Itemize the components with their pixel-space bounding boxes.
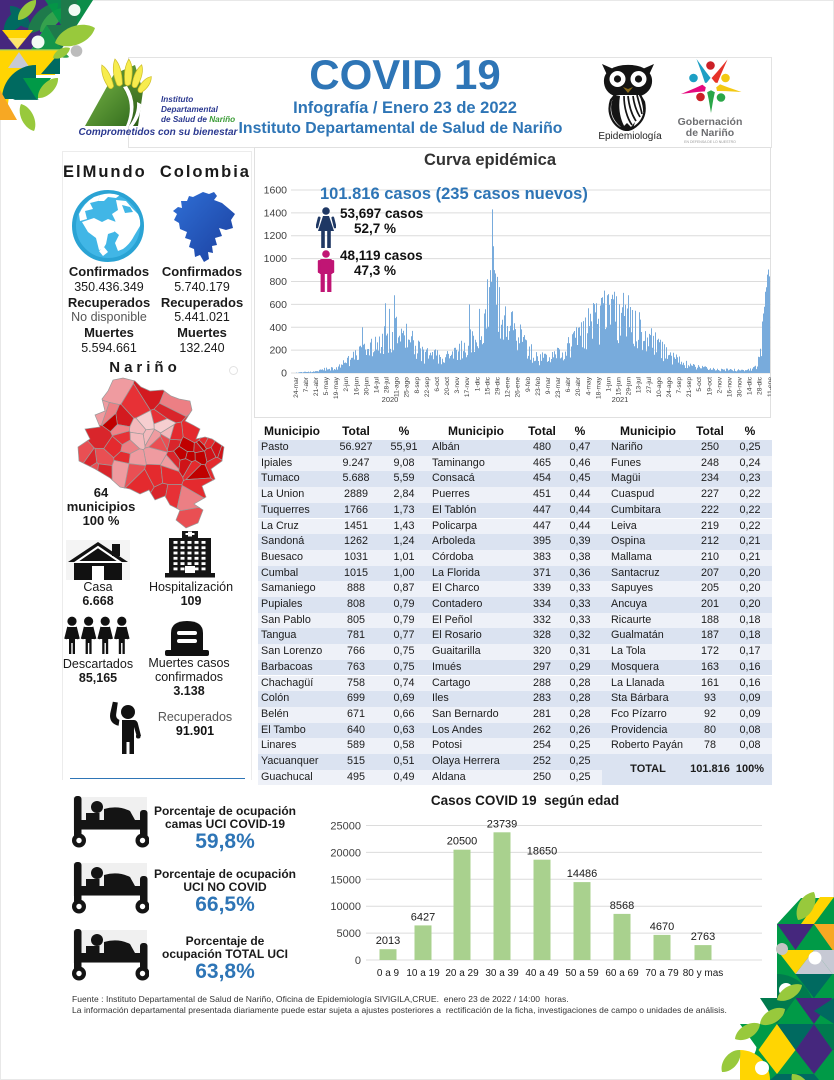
svg-text:25000: 25000 bbox=[330, 821, 361, 833]
svg-text:80 y mas: 80 y mas bbox=[683, 968, 724, 979]
svg-text:18650: 18650 bbox=[527, 846, 558, 858]
svg-text:21-abr: 21-abr bbox=[313, 376, 320, 396]
svg-text:400: 400 bbox=[269, 322, 287, 334]
svg-text:13-jul: 13-jul bbox=[636, 376, 643, 393]
svg-text:600: 600 bbox=[269, 299, 287, 311]
svg-text:23739: 23739 bbox=[487, 818, 518, 830]
svg-text:2763: 2763 bbox=[691, 931, 715, 943]
svg-text:50 a 59: 50 a 59 bbox=[565, 968, 599, 979]
svg-text:0: 0 bbox=[281, 368, 287, 380]
svg-text:15000: 15000 bbox=[330, 874, 361, 886]
svg-text:3-nov: 3-nov bbox=[454, 376, 461, 393]
svg-text:18-may: 18-may bbox=[595, 376, 602, 399]
svg-text:28-dic: 28-dic bbox=[757, 376, 764, 395]
svg-text:20-oct: 20-oct bbox=[444, 377, 451, 395]
svg-text:Instituto: Instituto bbox=[161, 95, 193, 104]
svg-text:22-sep: 22-sep bbox=[424, 377, 431, 397]
svg-text:60 a 69: 60 a 69 bbox=[605, 968, 639, 979]
svg-text:10-ago: 10-ago bbox=[656, 377, 663, 398]
svg-text:14-dic: 14-dic bbox=[747, 376, 754, 395]
svg-text:2-nov: 2-nov bbox=[716, 376, 723, 393]
svg-text:6-oct: 6-oct bbox=[434, 377, 441, 392]
svg-text:26-ene: 26-ene bbox=[515, 377, 522, 398]
svg-text:2013: 2013 bbox=[376, 935, 400, 947]
svg-text:16-jun: 16-jun bbox=[353, 377, 360, 396]
svg-text:8568: 8568 bbox=[610, 900, 634, 912]
svg-text:8-sep: 8-sep bbox=[414, 377, 421, 394]
svg-text:4670: 4670 bbox=[650, 921, 674, 933]
svg-text:11-ago: 11-ago bbox=[394, 377, 401, 397]
svg-text:5-oct: 5-oct bbox=[696, 377, 703, 392]
svg-text:1-dic: 1-dic bbox=[474, 376, 481, 391]
svg-text:10000: 10000 bbox=[330, 901, 361, 913]
svg-text:Departamental: Departamental bbox=[161, 105, 219, 114]
svg-text:14-jul: 14-jul bbox=[373, 376, 380, 393]
svg-text:70 a 79: 70 a 79 bbox=[645, 968, 679, 979]
svg-text:800: 800 bbox=[269, 276, 287, 288]
svg-text:5000: 5000 bbox=[337, 928, 361, 940]
svg-text:19-may: 19-may bbox=[333, 376, 340, 399]
svg-text:29-jun: 29-jun bbox=[626, 377, 633, 396]
svg-text:7-abr: 7-abr bbox=[303, 376, 310, 392]
svg-text:30 a 39: 30 a 39 bbox=[485, 968, 519, 979]
svg-text:25-ago: 25-ago bbox=[404, 377, 411, 398]
svg-text:0: 0 bbox=[355, 955, 361, 967]
svg-text:11-ene: 11-ene bbox=[767, 377, 771, 397]
svg-text:29-dic: 29-dic bbox=[494, 376, 501, 395]
svg-text:1-jun: 1-jun bbox=[605, 377, 612, 392]
svg-text:21-sep: 21-sep bbox=[686, 377, 693, 397]
svg-text:7-sep: 7-sep bbox=[676, 377, 683, 394]
svg-text:14486: 14486 bbox=[567, 868, 598, 880]
svg-text:5-may: 5-may bbox=[323, 376, 330, 395]
svg-text:12-ene: 12-ene bbox=[505, 377, 512, 398]
svg-text:23-mar: 23-mar bbox=[555, 376, 562, 398]
svg-text:15-jun: 15-jun bbox=[615, 377, 622, 396]
svg-text:6427: 6427 bbox=[411, 911, 435, 923]
svg-text:2-jun: 2-jun bbox=[343, 377, 350, 392]
svg-text:24-ago: 24-ago bbox=[666, 377, 673, 398]
svg-text:20500: 20500 bbox=[447, 836, 478, 848]
svg-text:40 a 49: 40 a 49 bbox=[525, 968, 559, 979]
svg-text:20-abr: 20-abr bbox=[575, 376, 582, 396]
svg-text:28-jul: 28-jul bbox=[384, 376, 391, 393]
svg-text:23-feb: 23-feb bbox=[535, 377, 542, 396]
svg-text:30-nov: 30-nov bbox=[736, 376, 743, 397]
svg-text:4-may: 4-may bbox=[585, 376, 592, 395]
svg-text:9-mar: 9-mar bbox=[545, 376, 552, 394]
svg-text:30-jun: 30-jun bbox=[363, 377, 370, 396]
svg-text:0 a 9: 0 a 9 bbox=[377, 968, 400, 979]
svg-text:200: 200 bbox=[269, 345, 287, 357]
svg-text:27-jul: 27-jul bbox=[646, 376, 653, 393]
svg-text:17-nov: 17-nov bbox=[464, 376, 471, 397]
svg-text:15-dic: 15-dic bbox=[484, 376, 491, 395]
svg-text:10 a 19: 10 a 19 bbox=[406, 968, 440, 979]
svg-text:1000: 1000 bbox=[264, 253, 288, 265]
svg-text:1200: 1200 bbox=[264, 230, 288, 242]
svg-text:24-mar: 24-mar bbox=[293, 376, 300, 398]
svg-text:de Salud de Nariño: de Salud de Nariño bbox=[161, 115, 235, 124]
svg-text:1600: 1600 bbox=[264, 185, 288, 197]
svg-text:1400: 1400 bbox=[264, 207, 288, 219]
svg-text:9-feb: 9-feb bbox=[525, 377, 532, 392]
svg-text:20 a 29: 20 a 29 bbox=[445, 968, 479, 979]
svg-text:2020: 2020 bbox=[382, 395, 399, 404]
svg-text:20000: 20000 bbox=[330, 847, 361, 859]
svg-text:16-nov: 16-nov bbox=[726, 376, 733, 397]
svg-text:2021: 2021 bbox=[612, 395, 629, 404]
svg-text:6-abr: 6-abr bbox=[565, 376, 572, 392]
svg-text:19-oct: 19-oct bbox=[706, 377, 713, 395]
